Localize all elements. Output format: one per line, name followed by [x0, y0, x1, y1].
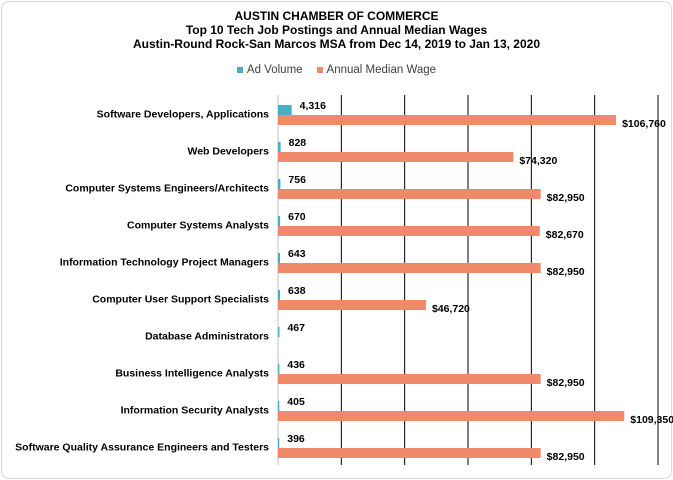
bar-annual-median-wage: [278, 189, 541, 199]
data-label-annual-median-wage: $82,670: [546, 229, 584, 241]
data-label-annual-median-wage: $82,950: [547, 451, 585, 463]
data-label-annual-median-wage: $106,760: [622, 118, 666, 130]
bar-ad-volume: [278, 253, 281, 263]
data-label-annual-median-wage: $46,720: [432, 303, 470, 315]
data-label-ad-volume: 643: [288, 248, 306, 260]
data-label-ad-volume: 756: [288, 174, 306, 186]
bar-annual-median-wage: [278, 226, 540, 236]
data-label-ad-volume: 467: [287, 322, 305, 334]
data-label-ad-volume: 4,316: [300, 100, 326, 112]
labels: Software Developers, Applications 4,316 $1…: [15, 100, 673, 463]
bar-ad-volume: [278, 179, 281, 189]
bar-annual-median-wage: [278, 115, 617, 125]
category-label: Computer Systems Analysts: [127, 220, 269, 232]
legend-item-annual-median-wage: Annual Median Wage: [316, 64, 437, 76]
bar-ad-volume: [278, 438, 280, 448]
chart-title: AUSTIN CHAMBER OF COMMERCE Top 10 Tech J…: [0, 9, 673, 51]
category-label: Database Administrators: [145, 331, 269, 343]
category-label: Software Quality Assurance Engineers and…: [15, 442, 269, 454]
title-line-1: AUSTIN CHAMBER OF COMMERCE: [234, 9, 439, 23]
category-label: Software Developers, Applications: [97, 109, 269, 121]
category-label: Computer User Support Specialists: [92, 294, 269, 306]
bar-annual-median-wage: [278, 411, 625, 421]
bar-annual-median-wage: [278, 263, 541, 273]
data-label-ad-volume: 828: [289, 137, 307, 149]
legend-swatch-ad-volume: [236, 67, 243, 73]
bar-ad-volume: [278, 327, 280, 337]
title-line-3: Austin-Round Rock-San Marcos MSA from De…: [132, 37, 540, 51]
category-label: Information Security Analysts: [121, 405, 270, 417]
gridlines: [277, 95, 659, 465]
data-label-ad-volume: 670: [288, 211, 306, 223]
bar-ad-volume: [278, 364, 280, 374]
bars: [278, 105, 625, 458]
data-label-annual-median-wage: $82,950: [547, 266, 585, 278]
bar-annual-median-wage: [278, 374, 541, 384]
bar-ad-volume: [278, 216, 281, 226]
data-label-ad-volume: 405: [287, 396, 305, 408]
bar-ad-volume: [278, 105, 292, 115]
data-label-ad-volume: 638: [288, 285, 306, 297]
legend-label-annual-median-wage: Annual Median Wage: [326, 64, 437, 76]
data-label-annual-median-wage: $74,320: [519, 155, 557, 167]
bar-annual-median-wage: [278, 448, 541, 458]
legend-swatch-annual-median-wage: [316, 67, 323, 73]
bar-annual-median-wage: [278, 152, 514, 162]
legend-label-ad-volume: Ad Volume: [246, 64, 303, 76]
data-label-ad-volume: 436: [287, 359, 305, 371]
category-label: Business Intelligence Analysts: [115, 368, 269, 380]
category-label: Information Technology Project Managers: [60, 257, 269, 269]
bar-annual-median-wage: [278, 300, 426, 310]
bar-ad-volume: [278, 290, 281, 300]
chart-legend: Ad Volume Annual Median Wage: [0, 64, 673, 76]
data-label-annual-median-wage: $82,950: [547, 377, 585, 389]
legend-item-ad-volume: Ad Volume: [236, 64, 303, 76]
bar-ad-volume: [278, 142, 281, 152]
bar-ad-volume: [278, 401, 280, 411]
data-label-annual-median-wage: $82,950: [547, 192, 585, 204]
category-label: Web Developers: [187, 146, 269, 158]
data-label-annual-median-wage: $109,350: [630, 414, 673, 426]
category-label: Computer Systems Engineers/Architects: [65, 183, 269, 195]
title-line-2: Top 10 Tech Job Postings and Annual Medi…: [185, 23, 488, 37]
data-label-ad-volume: 396: [287, 433, 305, 445]
